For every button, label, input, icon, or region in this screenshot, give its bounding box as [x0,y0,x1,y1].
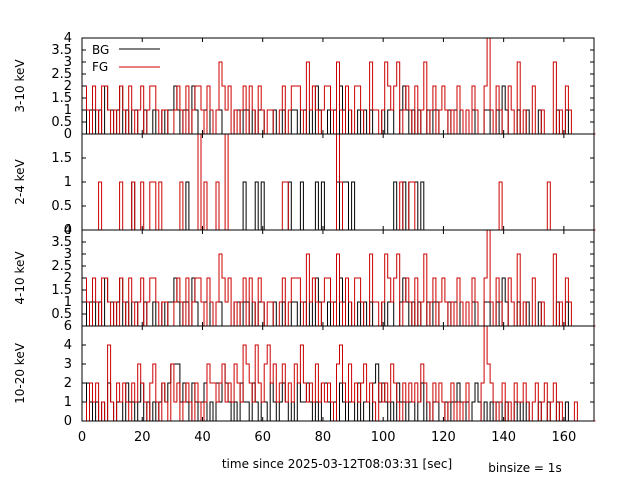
y-tick-label-2-3: 2 [64,271,72,286]
x-tick-label-0: 0 [78,430,86,445]
y-tick-label-2-7: 4 [64,223,72,238]
x-tick-label-5: 100 [371,430,396,445]
x-tick-label-4: 80 [315,430,332,445]
y-tick-label-2-6: 3.5 [51,235,72,250]
y-tick-label-3-2: 2 [64,376,72,391]
y-tick-label-0-4: 2.5 [51,67,72,82]
y-tick-label-0-2: 1.5 [51,91,72,106]
y-bottom-label-0: 0 [64,127,72,142]
panel-2: 0.511.522.533.54 6 4-10 keV [13,223,596,334]
y-bottom-label-1: 0 [64,223,72,238]
y-tick-label-0-5: 3 [64,55,72,70]
y-tick-label-1-0: 0.5 [51,199,72,214]
y-tick-label-3-0: 0 [64,414,72,429]
y-tick-label-2-5: 3 [64,247,72,262]
y-bottom-label-2: 6 [64,319,72,334]
x-tick-label-2: 40 [194,430,211,445]
y-tick-label-2-1: 1 [64,295,72,310]
y-tick-label-1-1: 1 [64,175,72,190]
y-tick-label-2-0: 0.5 [51,307,72,322]
y-axis-label-0: 3-10 keV [13,59,27,113]
y-axis-label-3: 10-20 keV [13,342,27,404]
x-axis: 0 20 40 60 80 100 120 140 160 [78,430,576,445]
panel-1: 0.5 1 1.5 0 2-4 keV [13,133,596,238]
y-tick-label-3-4: 4 [64,338,72,353]
panel-frame-3 [81,325,595,422]
series-bg-panel-1 [83,181,596,231]
binsize-annotation: binsize = 1s [488,461,561,475]
y-tick-label-2-4: 2.5 [51,259,72,274]
legend: BG FG [92,43,160,74]
legend-label-bg: BG [92,43,109,57]
x-tick-label-6: 120 [431,430,456,445]
series-bg-panel-3 [83,363,596,422]
y-tick-label-0-6: 3.5 [51,43,72,58]
legend-label-fg: FG [92,60,108,74]
y-tick-label-1-2: 1.5 [51,151,72,166]
y-tick-label-2-2: 1.5 [51,283,72,298]
x-tick-label-1: 20 [134,430,151,445]
y-tick-label-0-0: 0.5 [51,115,72,130]
y-tick-label-0-1: 1 [64,103,72,118]
panel-3: 0 1 2 3 4 10-20 keV [13,325,596,429]
panel-0: 0.511.522.533.54 0 3-10 keV [13,31,596,142]
y-axis-label-2: 4-10 keV [13,251,27,305]
x-tick-label-7: 140 [491,430,516,445]
y-tick-label-0-3: 2 [64,79,72,94]
series-fg-panel-3 [83,325,596,422]
y-tick-label-3-3: 3 [64,357,72,372]
x-tick-label-3: 60 [254,430,271,445]
y-axis-label-1: 2-4 keV [13,158,27,204]
y-tick-label-0-7: 4 [64,31,72,46]
x-tick-label-8: 160 [551,430,576,445]
y-tick-label-3-1: 1 [64,395,72,410]
x-axis-label: time since 2025-03-12T08:03:31 [sec] [222,457,452,471]
